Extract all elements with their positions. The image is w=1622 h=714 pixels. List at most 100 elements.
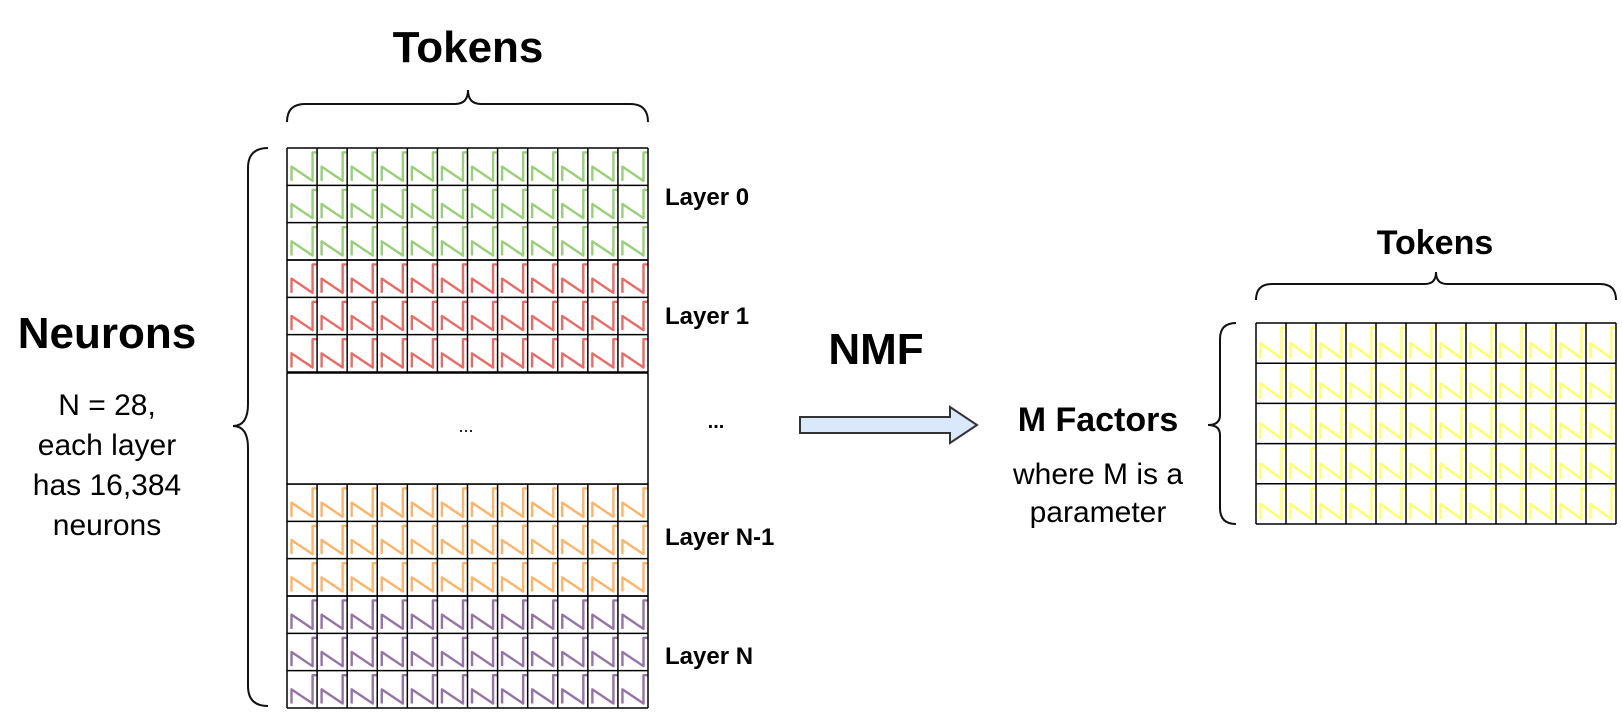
hatch-stroke [470,561,499,593]
hatch-stroke [1469,326,1497,360]
hatch-stroke [290,487,318,519]
right-tokens-label: Tokens [1377,224,1494,262]
layer-n-block [286,595,649,709]
hatch-stroke [621,225,649,257]
hatch-stroke [380,188,408,220]
hatch-stroke [320,524,348,556]
hatch-stroke [561,673,589,705]
hatch-stroke [561,561,589,593]
nmf-label: NMF [828,325,923,374]
hatch-stroke [500,300,529,332]
hatch-stroke [621,487,649,519]
hatch-stroke [1379,407,1407,440]
hatch-stroke [561,337,589,369]
hatch-stroke [1499,487,1527,521]
nmf-arrow [799,405,979,445]
hatch-stroke [1319,487,1347,521]
hatch-stroke [320,151,348,183]
hatch-stroke [290,337,318,369]
neurons-desc-line-1: N = 28, [58,389,156,422]
hatch-stroke [470,151,499,183]
hatch-stroke [290,188,318,220]
hatch-stroke [1289,366,1317,400]
left-tokens-brace [286,89,649,123]
hatch-stroke [350,225,378,257]
hatch-stroke [380,151,408,183]
hatch-stroke [440,188,469,220]
hatch-stroke [500,487,529,519]
hatch-stroke [500,263,529,295]
neurons-desc-line-4: neurons [53,509,161,542]
hatch-stroke [1259,407,1287,440]
hatch-stroke [530,188,559,220]
hatch-stroke [1589,447,1617,481]
hatch-stroke [1499,407,1527,440]
hatch-stroke [410,599,439,631]
hatch-stroke [290,151,318,183]
hatch-stroke [410,263,439,295]
hatch-stroke [1499,326,1527,360]
hatch-stroke [500,225,529,257]
left-tokens-label: Tokens [393,23,544,72]
layer-0-block [286,147,649,261]
hatch-stroke [1499,447,1527,481]
hatch-stroke [530,225,559,257]
hatch-stroke [591,225,619,257]
hatch-stroke [1409,326,1437,360]
hatch-stroke [410,524,439,556]
hatch-stroke [1469,447,1497,481]
hatch-stroke [1529,366,1557,400]
hatch-stroke [470,263,499,295]
hatch-stroke [470,225,499,257]
hatch-stroke [470,300,499,332]
hatch-stroke [1349,366,1377,400]
hatch-stroke [621,599,649,631]
hatch-stroke [1589,407,1617,440]
hatch-stroke [591,300,619,332]
hatch-stroke [350,487,378,519]
hatch-stroke [350,263,378,295]
hatch-stroke [1409,407,1437,440]
hatch-stroke [1589,487,1617,521]
hatch-stroke [1379,487,1407,521]
hatch-stroke [1559,326,1587,360]
hatch-stroke [1379,447,1407,481]
hatch-stroke [350,673,378,705]
hatch-stroke [591,561,619,593]
hatch-stroke [621,263,649,295]
layer-label-n-minus-1: Layer N-1 [665,524,774,551]
hatch-stroke [440,151,469,183]
hatch-stroke [591,636,619,668]
hatch-stroke [1379,366,1407,400]
hatch-stroke [500,561,529,593]
neurons-label: Neurons [18,309,196,358]
hatch-stroke [410,673,439,705]
hatch-stroke [1319,447,1347,481]
hatch-stroke [380,561,408,593]
layer-label-1: Layer 1 [665,303,749,330]
hatch-stroke [561,263,589,295]
hatch-stroke [350,151,378,183]
hatch-stroke [1349,487,1377,521]
hatch-stroke [591,263,619,295]
hatch-stroke [290,599,318,631]
hatch-stroke [561,524,589,556]
hatch-stroke [410,188,439,220]
hatch-stroke [1439,447,1467,481]
hatch-stroke [380,599,408,631]
hatch-stroke [1409,487,1437,521]
factors-label: M Factors [1018,401,1179,439]
hatch-stroke [621,188,649,220]
hatch-stroke [380,263,408,295]
hatch-stroke [1559,487,1587,521]
hatch-stroke [530,599,559,631]
hatch-stroke [621,636,649,668]
hatch-stroke [380,225,408,257]
hatch-stroke [1349,447,1377,481]
hatch-stroke [1529,487,1557,521]
hatch-stroke [380,524,408,556]
hatch-stroke [410,337,439,369]
hatch-stroke [440,561,469,593]
hatch-stroke [500,337,529,369]
hatch-stroke [350,636,378,668]
